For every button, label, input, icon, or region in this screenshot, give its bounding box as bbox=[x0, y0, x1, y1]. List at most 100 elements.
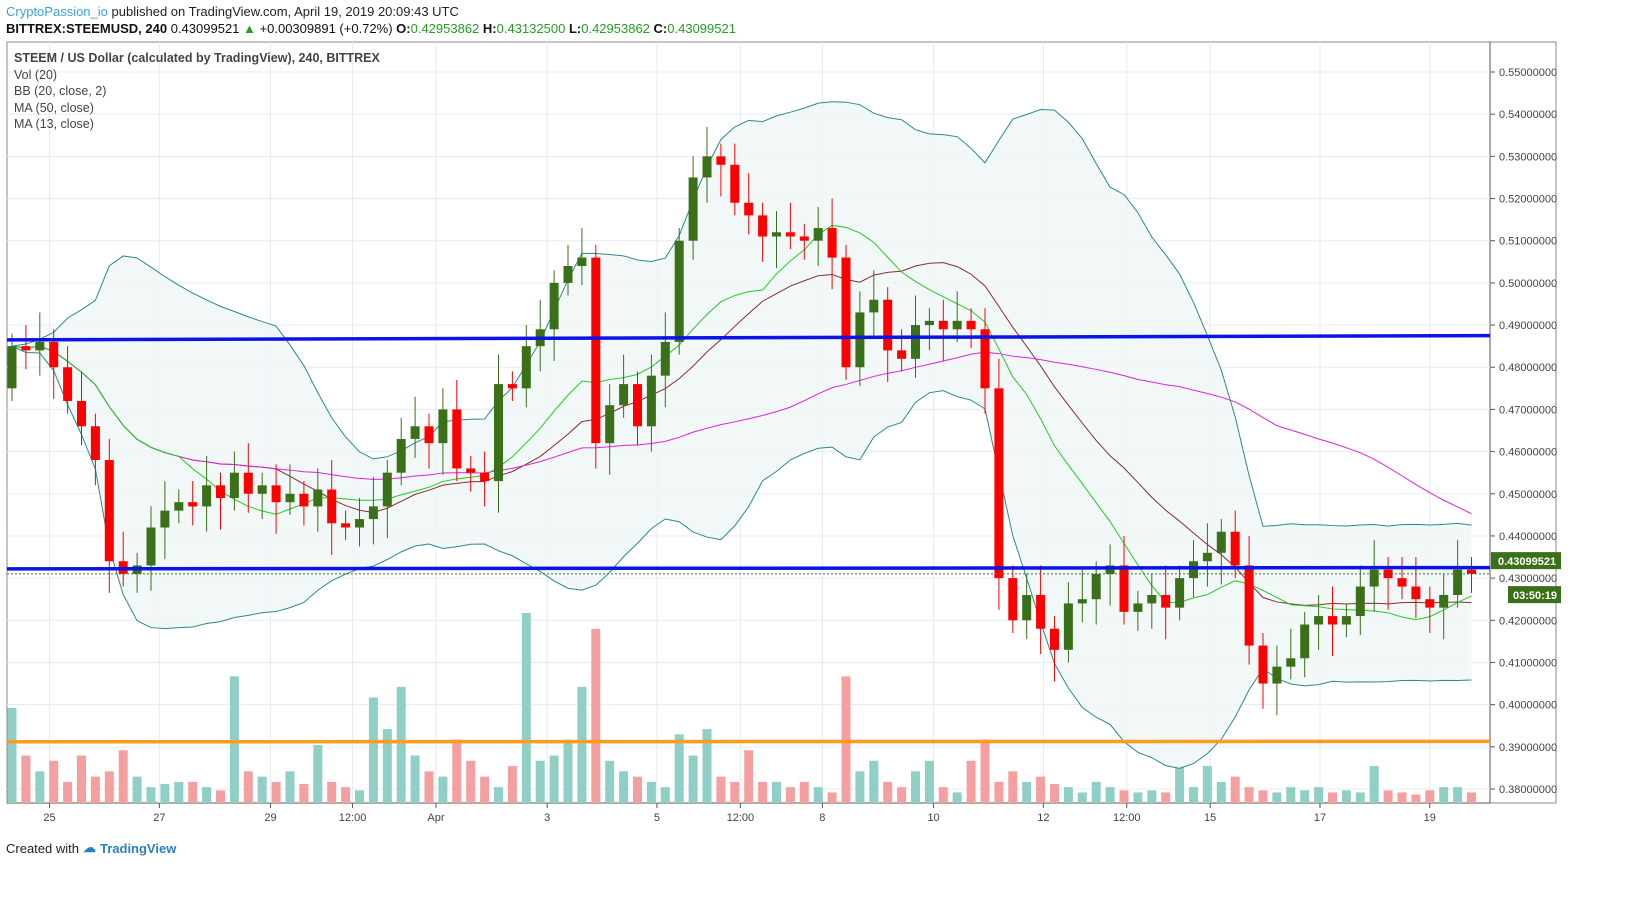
candle-body bbox=[1119, 565, 1129, 612]
candle-body bbox=[1453, 569, 1463, 595]
volume-bar bbox=[49, 760, 59, 803]
candle-body bbox=[633, 384, 642, 427]
volume-bar bbox=[118, 750, 128, 803]
volume-bar bbox=[660, 787, 670, 803]
volume-bar bbox=[924, 760, 934, 803]
volume-bar bbox=[1063, 787, 1073, 803]
volume-bar bbox=[785, 787, 795, 803]
candle-body bbox=[938, 320, 948, 330]
volume-bar bbox=[35, 771, 45, 803]
candle-body bbox=[744, 202, 754, 216]
candle-body bbox=[160, 510, 170, 528]
candle-body bbox=[1230, 531, 1240, 566]
bb-upper-line bbox=[11, 101, 1472, 527]
candle-body bbox=[785, 232, 795, 237]
candle-body bbox=[21, 346, 31, 351]
low-value: 0.42953862 bbox=[581, 21, 650, 36]
volume-bar bbox=[1244, 787, 1254, 803]
volume-bar bbox=[1369, 766, 1379, 803]
volume-bar bbox=[1230, 776, 1240, 803]
x-tick-label: 12:00 bbox=[339, 812, 367, 824]
candle-body bbox=[104, 460, 114, 562]
volume-bar bbox=[869, 760, 879, 803]
y-tick-label: 0.50000000 bbox=[1499, 278, 1557, 290]
volume-bar bbox=[299, 784, 309, 803]
candle-body bbox=[980, 329, 990, 389]
candle-body bbox=[1314, 616, 1324, 625]
volume-bar bbox=[438, 776, 448, 803]
candle-body bbox=[1272, 666, 1282, 684]
volume-bar bbox=[1036, 776, 1046, 803]
x-tick-label: 10 bbox=[927, 812, 939, 824]
candle-body bbox=[1216, 531, 1226, 553]
volume-bar bbox=[160, 784, 170, 803]
candle-body bbox=[1050, 628, 1059, 650]
legend-ma50[interactable]: MA (50, close) bbox=[14, 100, 94, 115]
horizontal-line-blue bbox=[6, 333, 1491, 342]
volume-bar bbox=[716, 776, 726, 803]
volume-bar bbox=[855, 771, 865, 803]
close-value: 0.43099521 bbox=[667, 21, 736, 36]
chart-legend: STEEM / US Dollar (calculated by Trading… bbox=[14, 50, 380, 133]
y-tick-label: 0.46000000 bbox=[1499, 447, 1557, 459]
y-tick-label: 0.54000000 bbox=[1499, 109, 1557, 121]
volume-bar bbox=[1383, 790, 1393, 803]
symbol-info: BITTREX:STEEMUSD, 240 0.43099521 ▲ +0.00… bbox=[6, 21, 736, 36]
ma13-line bbox=[11, 224, 1472, 621]
legend-vol[interactable]: Vol (20) bbox=[14, 67, 58, 82]
volume-bar bbox=[174, 781, 184, 803]
candle-body bbox=[772, 232, 781, 237]
volume-bar bbox=[216, 790, 225, 803]
candle-body bbox=[355, 519, 364, 528]
candle-body bbox=[924, 320, 934, 326]
candle-body bbox=[1008, 578, 1018, 621]
x-tick-label: 12 bbox=[1037, 812, 1049, 824]
candle-body bbox=[438, 409, 448, 444]
tradingview-brand[interactable]: TradingView bbox=[99, 840, 177, 856]
volume-bar bbox=[646, 781, 656, 803]
candle-body bbox=[229, 472, 239, 498]
volume-bar bbox=[7, 708, 17, 803]
candle-body bbox=[382, 472, 392, 507]
volume-bar bbox=[966, 760, 976, 803]
x-tick-label: 25 bbox=[43, 812, 55, 824]
legend-ma13[interactable]: MA (13, close) bbox=[14, 117, 94, 131]
volume-bar bbox=[507, 766, 517, 803]
volume-bar bbox=[980, 739, 990, 803]
volume-bar bbox=[702, 729, 712, 803]
candle-body bbox=[1077, 599, 1087, 604]
tradingview-logo-icon[interactable]: ☁ bbox=[82, 840, 96, 855]
volume-bar bbox=[257, 776, 267, 803]
volume-bar bbox=[674, 734, 684, 803]
volume-bar bbox=[1272, 792, 1282, 803]
volume-bar bbox=[1091, 781, 1101, 803]
volume-bar bbox=[1202, 766, 1212, 803]
volume-bar bbox=[243, 771, 253, 803]
volume-bar bbox=[1022, 781, 1032, 803]
volume-bar bbox=[1314, 787, 1324, 803]
volume-bar bbox=[619, 771, 629, 803]
candle-body bbox=[563, 266, 573, 283]
candle-body bbox=[855, 312, 865, 368]
last-price: 0.43099521 bbox=[170, 21, 240, 36]
volume-bar bbox=[799, 781, 809, 803]
price-change: +0.00309891 (+0.72%) bbox=[259, 21, 393, 36]
volume-bar bbox=[396, 686, 406, 803]
created-with-text: Created with bbox=[6, 840, 79, 856]
candle-body bbox=[1369, 569, 1379, 587]
volume-bar bbox=[424, 771, 434, 803]
candle-body bbox=[313, 489, 323, 507]
candle-body bbox=[299, 493, 309, 507]
ma50-line bbox=[11, 345, 1472, 515]
volume-bar bbox=[633, 776, 642, 803]
legend-bb[interactable]: BB (20, close, 2) bbox=[14, 84, 107, 98]
candle-body bbox=[549, 282, 559, 330]
candle-body bbox=[674, 240, 684, 342]
volume-bar bbox=[605, 760, 615, 803]
author-link[interactable]: CryptoPassion_io bbox=[6, 4, 108, 19]
y-tick-label: 0.39000000 bbox=[1499, 742, 1557, 754]
candle-body bbox=[424, 426, 434, 444]
countdown-badge bbox=[1508, 586, 1561, 604]
candle-body bbox=[466, 468, 476, 473]
